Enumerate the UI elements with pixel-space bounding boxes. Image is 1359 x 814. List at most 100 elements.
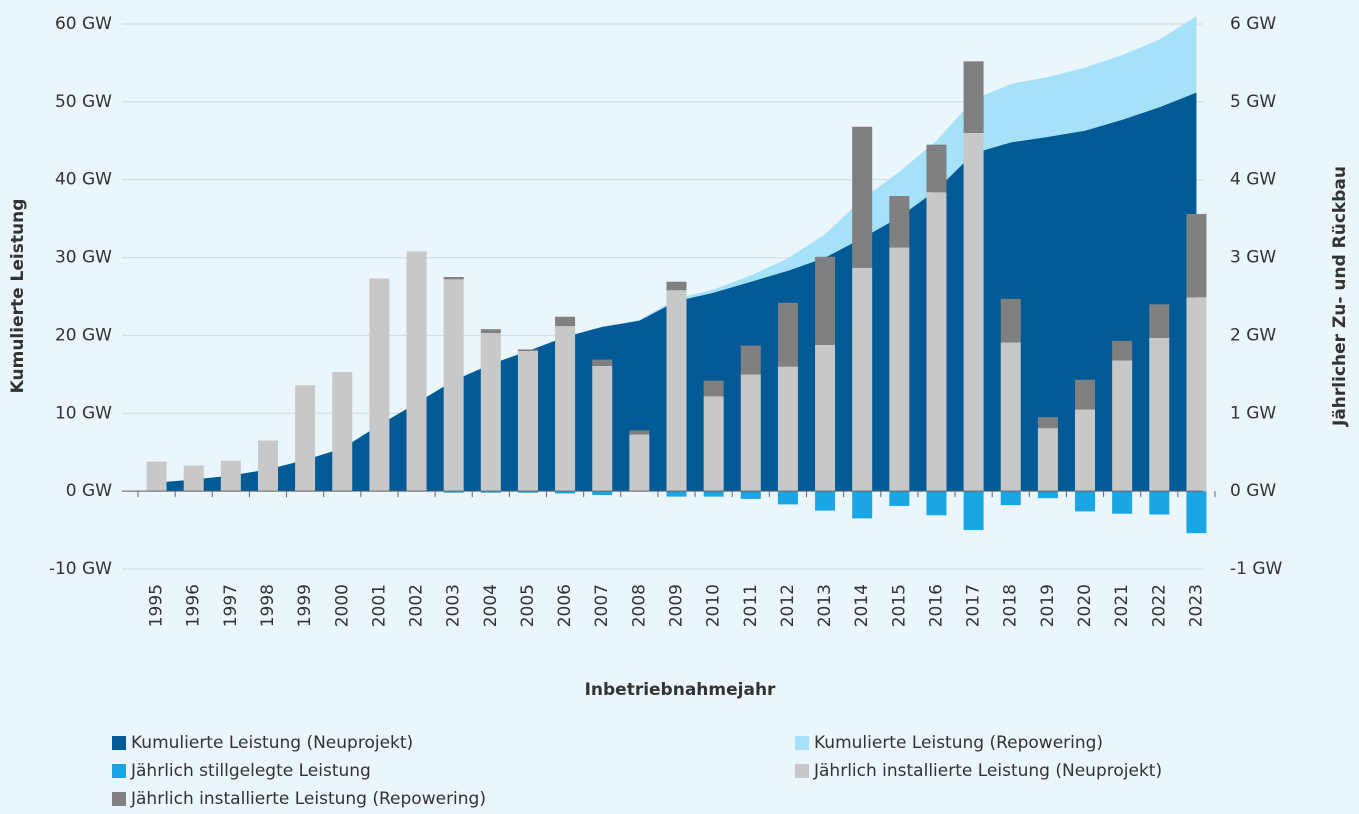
bar (1075, 379, 1096, 410)
legend-label: Jährlich installierte Leistung (Neuproje… (813, 761, 1162, 781)
x-tick-label: 1999 (295, 584, 315, 627)
x-tick-label: 2019 (1038, 584, 1058, 627)
bar (815, 491, 836, 511)
bar (517, 351, 538, 492)
bar (926, 192, 947, 492)
bar (369, 278, 390, 492)
legend-label: Kumulierte Leistung (Neuprojekt) (131, 733, 413, 753)
bar (517, 491, 538, 493)
y-tick-label: 40 GW (55, 170, 112, 190)
bar (1112, 491, 1133, 514)
bar (1075, 409, 1096, 492)
bar (889, 247, 910, 492)
y2-tick-label: -1 GW (1230, 559, 1283, 579)
x-tick-label: 2004 (481, 584, 501, 627)
bar (666, 491, 687, 497)
x-tick-label: 1996 (184, 584, 204, 627)
bar (1000, 342, 1021, 492)
legend-label: Jährlich stillgelegte Leistung (130, 761, 371, 781)
bar (480, 329, 501, 334)
y2-tick-label: 5 GW (1230, 92, 1276, 112)
bar (963, 133, 984, 492)
x-tick-label: 2014 (852, 584, 872, 627)
bar (1149, 491, 1170, 515)
bar (1112, 360, 1133, 492)
y2-tick-label: 1 GW (1230, 403, 1276, 423)
legend-label: Jährlich installierte Leistung (Repoweri… (130, 789, 486, 809)
y-tick-label: 10 GW (55, 403, 112, 423)
y-tick-label: 30 GW (55, 248, 112, 268)
bar (666, 281, 687, 291)
x-tick-label: 2005 (518, 584, 538, 627)
x-tick-label: 2016 (926, 584, 946, 627)
bar (480, 491, 501, 493)
x-tick-label: 1995 (147, 584, 167, 627)
bar (1149, 337, 1170, 492)
y-axis-title: Kumulierte Leistung (8, 199, 28, 394)
y2-tick-label: 3 GW (1230, 248, 1276, 268)
bar (555, 326, 576, 492)
bar (1075, 491, 1096, 512)
bar (592, 365, 613, 492)
bar (1037, 491, 1058, 499)
x-tick-label: 2018 (1001, 584, 1021, 627)
bar (146, 461, 167, 492)
y-tick-label: 20 GW (55, 325, 112, 345)
bar (852, 491, 873, 519)
y-tick-label: 50 GW (55, 92, 112, 112)
bar (740, 491, 761, 499)
x-tick-label: 2007 (592, 584, 612, 627)
x-tick-label: 2012 (778, 584, 798, 627)
x-tick-label: 2017 (964, 584, 984, 627)
bar (777, 302, 798, 367)
x-tick-label: 2013 (815, 584, 835, 627)
bar (1037, 417, 1058, 429)
bar (963, 61, 984, 133)
y-tick-label: -10 GW (49, 559, 112, 579)
bar (777, 366, 798, 492)
bar (629, 430, 650, 435)
bar (555, 491, 576, 494)
legend-label: Kumulierte Leistung (Repowering) (814, 733, 1103, 753)
bar (1037, 428, 1058, 492)
x-tick-label: 2011 (741, 584, 761, 627)
x-tick-label: 2002 (407, 584, 427, 627)
y2-tick-label: 2 GW (1230, 325, 1276, 345)
y2-tick-label: 4 GW (1230, 170, 1276, 190)
bar (703, 491, 724, 497)
x-tick-label: 2022 (1149, 584, 1169, 627)
bar (257, 440, 278, 492)
bar (1000, 298, 1021, 343)
bar (443, 279, 464, 492)
bar (592, 491, 613, 496)
bar (1186, 491, 1207, 534)
bar (926, 491, 947, 516)
bar (666, 290, 687, 492)
x-tick-label: 2009 (667, 584, 687, 627)
x-tick-label: 1998 (258, 584, 278, 627)
bar (592, 359, 613, 366)
legend-swatch (112, 792, 126, 806)
bar (889, 196, 910, 248)
bar (852, 267, 873, 492)
x-tick-label: 2006 (555, 584, 575, 627)
bar (926, 144, 947, 193)
bar (703, 380, 724, 397)
y-tick-label: 60 GW (55, 14, 112, 34)
x-tick-label: 2020 (1075, 584, 1095, 627)
y-tick-label: 0 GW (66, 481, 112, 501)
bar (183, 465, 204, 492)
legend-swatch (112, 764, 126, 778)
y2-axis-title: Jährlicher Zu- und Rückbau (1330, 166, 1350, 427)
x-tick-label: 2010 (704, 584, 724, 627)
bar (852, 126, 873, 268)
bar (1186, 213, 1207, 298)
bar (963, 491, 984, 531)
legend-swatch (112, 736, 126, 750)
bar (332, 372, 353, 492)
bar (406, 251, 427, 492)
bar (815, 344, 836, 492)
x-tick-label: 2015 (889, 584, 909, 627)
bar (1149, 304, 1170, 338)
bar (629, 434, 650, 492)
